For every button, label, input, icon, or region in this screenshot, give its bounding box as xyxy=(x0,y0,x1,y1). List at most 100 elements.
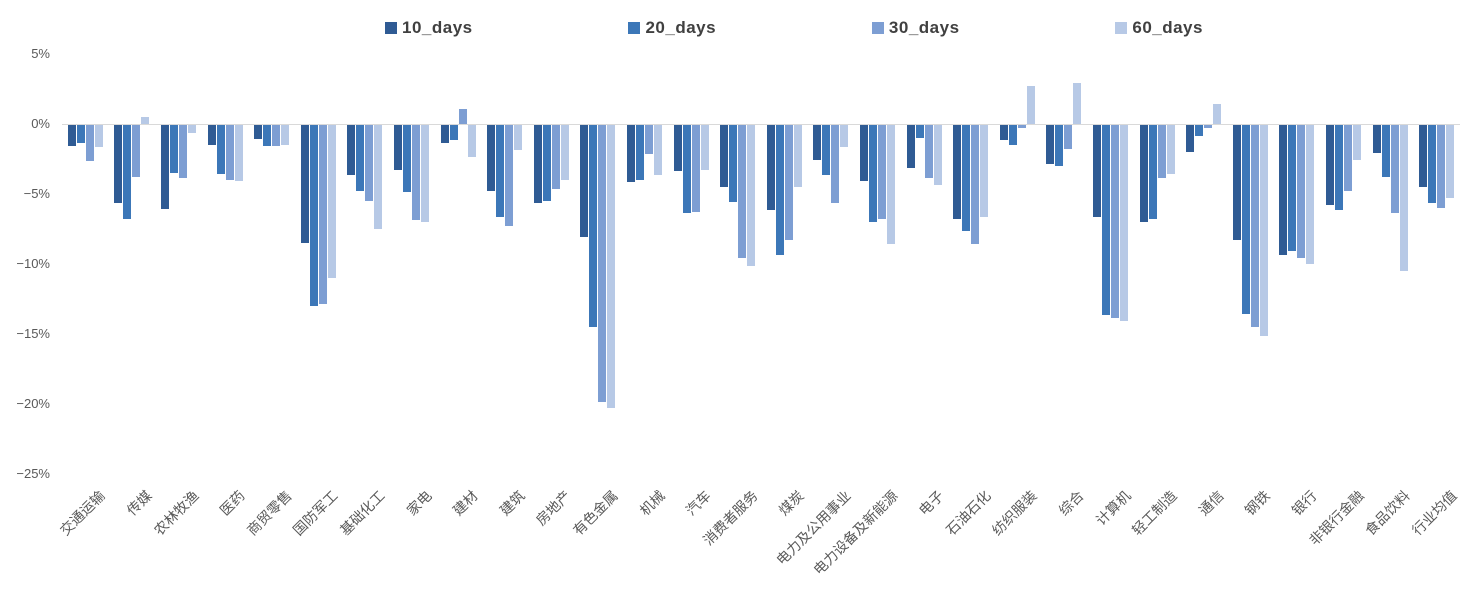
bar-20_days-建筑[interactable] xyxy=(496,125,505,218)
bar-10_days-医药[interactable] xyxy=(207,125,216,145)
bar-60_days-汽车[interactable] xyxy=(700,125,709,170)
bar-20_days-基础化工[interactable] xyxy=(356,125,365,191)
bar-60_days-机械[interactable] xyxy=(654,125,662,176)
bar-30_days-机械[interactable] xyxy=(645,125,653,155)
bar-60_days-房地产[interactable] xyxy=(560,125,569,180)
bar-30_days-综合[interactable] xyxy=(1064,125,1073,149)
bar-60_days-有色金属[interactable] xyxy=(607,125,616,408)
bar-30_days-医药[interactable] xyxy=(225,125,234,180)
bar-60_days-传媒[interactable] xyxy=(141,117,150,124)
bar-20_days-建材[interactable] xyxy=(449,125,458,141)
bar-30_days-汽车[interactable] xyxy=(691,125,700,212)
bar-10_days-钢铁[interactable] xyxy=(1232,125,1241,240)
bar-10_days-汽车[interactable] xyxy=(673,125,682,172)
bar-60_days-基础化工[interactable] xyxy=(374,125,383,229)
bar-20_days-纺织服装[interactable] xyxy=(1008,125,1017,145)
bar-20_days-家电[interactable] xyxy=(403,125,411,193)
bar-30_days-钢铁[interactable] xyxy=(1250,125,1259,327)
bar-60_days-商贸零售[interactable] xyxy=(281,125,290,145)
bar-10_days-商贸零售[interactable] xyxy=(254,125,263,139)
bar-20_days-传媒[interactable] xyxy=(123,125,132,219)
bar-20_days-商贸零售[interactable] xyxy=(263,125,272,146)
bar-10_days-消费者服务[interactable] xyxy=(720,125,729,187)
legend-item-60_days[interactable]: 60_days xyxy=(1115,18,1203,38)
bar-20_days-钢铁[interactable] xyxy=(1241,125,1250,314)
bar-10_days-交通运输[interactable] xyxy=(67,125,76,146)
bar-20_days-食品饮料[interactable] xyxy=(1381,125,1390,177)
bar-20_days-国防军工[interactable] xyxy=(309,125,318,306)
bar-30_days-电力设备及新能源[interactable] xyxy=(878,125,886,219)
bar-60_days-电力及公用事业[interactable] xyxy=(840,125,849,148)
bar-30_days-传媒[interactable] xyxy=(132,125,141,177)
bar-10_days-纺织服装[interactable] xyxy=(999,125,1008,141)
bar-20_days-煤炭[interactable] xyxy=(775,125,784,256)
bar-10_days-房地产[interactable] xyxy=(533,125,542,204)
bar-30_days-交通运输[interactable] xyxy=(85,125,94,162)
bar-30_days-石油石化[interactable] xyxy=(971,125,980,244)
bar-30_days-银行[interactable] xyxy=(1297,125,1306,258)
bar-30_days-房地产[interactable] xyxy=(551,125,560,190)
bar-60_days-钢铁[interactable] xyxy=(1259,125,1268,337)
bar-20_days-汽车[interactable] xyxy=(682,125,691,214)
bar-20_days-综合[interactable] xyxy=(1055,125,1064,166)
bar-10_days-综合[interactable] xyxy=(1046,125,1055,165)
legend-item-20_days[interactable]: 20_days xyxy=(628,18,716,38)
bar-60_days-计算机[interactable] xyxy=(1120,125,1128,321)
bar-20_days-电子[interactable] xyxy=(915,125,924,138)
bar-30_days-基础化工[interactable] xyxy=(365,125,374,201)
bar-20_days-机械[interactable] xyxy=(636,125,644,180)
bar-60_days-煤炭[interactable] xyxy=(793,125,802,187)
bar-30_days-家电[interactable] xyxy=(412,125,420,221)
bar-20_days-医药[interactable] xyxy=(216,125,225,174)
bar-20_days-计算机[interactable] xyxy=(1102,125,1110,316)
bar-30_days-有色金属[interactable] xyxy=(598,125,607,403)
bar-30_days-食品饮料[interactable] xyxy=(1390,125,1399,214)
bar-30_days-建筑[interactable] xyxy=(505,125,514,226)
bar-60_days-国防军工[interactable] xyxy=(327,125,336,278)
bar-20_days-轻工制造[interactable] xyxy=(1148,125,1157,219)
bar-20_days-通信[interactable] xyxy=(1195,125,1204,137)
bar-30_days-消费者服务[interactable] xyxy=(738,125,747,258)
bar-20_days-农林牧渔[interactable] xyxy=(170,125,178,173)
bar-20_days-行业均值[interactable] xyxy=(1428,125,1437,204)
legend-item-30_days[interactable]: 30_days xyxy=(871,18,960,38)
bar-30_days-国防军工[interactable] xyxy=(318,125,327,305)
bar-60_days-农林牧渔[interactable] xyxy=(188,125,196,134)
bar-60_days-食品饮料[interactable] xyxy=(1399,125,1408,271)
bar-60_days-非银行金融[interactable] xyxy=(1353,125,1361,160)
bar-10_days-计算机[interactable] xyxy=(1093,125,1101,218)
bar-60_days-建材[interactable] xyxy=(467,125,476,158)
bar-20_days-消费者服务[interactable] xyxy=(729,125,738,202)
bar-10_days-煤炭[interactable] xyxy=(766,125,775,211)
bar-60_days-医药[interactable] xyxy=(234,125,243,181)
bar-60_days-电力设备及新能源[interactable] xyxy=(887,125,895,244)
bar-10_days-家电[interactable] xyxy=(394,125,402,170)
bar-30_days-电力及公用事业[interactable] xyxy=(831,125,840,204)
bar-10_days-银行[interactable] xyxy=(1279,125,1288,256)
bar-60_days-通信[interactable] xyxy=(1213,104,1222,124)
bar-30_days-轻工制造[interactable] xyxy=(1157,125,1166,179)
bar-30_days-计算机[interactable] xyxy=(1111,125,1119,319)
bar-60_days-交通运输[interactable] xyxy=(94,125,103,148)
bar-30_days-农林牧渔[interactable] xyxy=(179,125,187,179)
bar-30_days-行业均值[interactable] xyxy=(1437,125,1446,208)
bar-10_days-轻工制造[interactable] xyxy=(1139,125,1148,222)
bar-20_days-石油石化[interactable] xyxy=(962,125,971,232)
bar-10_days-基础化工[interactable] xyxy=(347,125,356,176)
bar-60_days-石油石化[interactable] xyxy=(980,125,989,218)
bar-30_days-煤炭[interactable] xyxy=(784,125,793,240)
bar-10_days-石油石化[interactable] xyxy=(953,125,962,219)
bar-10_days-非银行金融[interactable] xyxy=(1326,125,1334,205)
bar-10_days-国防军工[interactable] xyxy=(300,125,309,243)
bar-10_days-食品饮料[interactable] xyxy=(1372,125,1381,153)
bar-10_days-建筑[interactable] xyxy=(487,125,496,191)
bar-60_days-建筑[interactable] xyxy=(514,125,523,151)
bar-60_days-电子[interactable] xyxy=(933,125,942,186)
bar-10_days-传媒[interactable] xyxy=(114,125,123,204)
bar-10_days-通信[interactable] xyxy=(1186,125,1195,152)
bar-30_days-商贸零售[interactable] xyxy=(272,125,281,146)
bar-20_days-有色金属[interactable] xyxy=(589,125,598,327)
bar-20_days-非银行金融[interactable] xyxy=(1335,125,1343,211)
bar-20_days-电力设备及新能源[interactable] xyxy=(869,125,877,222)
bar-60_days-银行[interactable] xyxy=(1306,125,1315,264)
